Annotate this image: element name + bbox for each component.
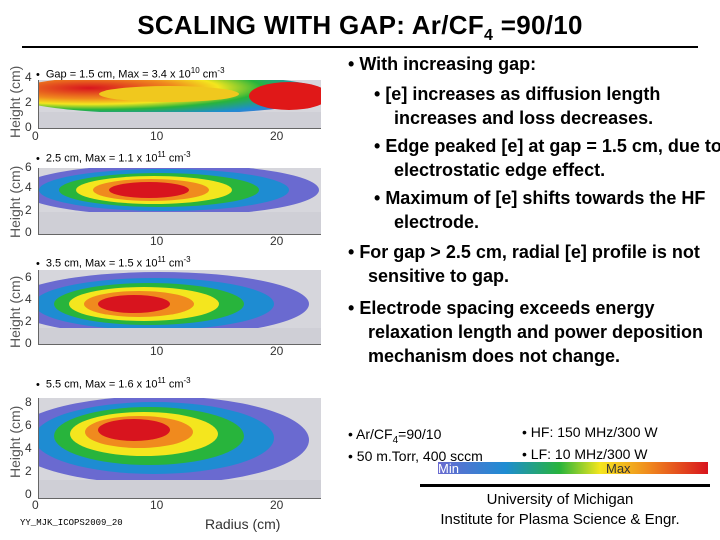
- bullet-l0: • For gap > 2.5 cm, radial [e] profile i…: [348, 242, 700, 286]
- panel2-ytick: 2: [25, 203, 32, 217]
- bullet-l0: • With increasing gap:: [348, 54, 537, 74]
- panel4-ytick: 0: [25, 487, 32, 501]
- panel4-ylabel: Height (cm): [7, 405, 23, 478]
- panel1-ytick: 4: [25, 70, 32, 84]
- panel3-caption: • 3.5 cm, Max = 1.5 x 1011 cm-3: [36, 255, 191, 270]
- panel4-xtick: 0: [32, 498, 39, 512]
- panel3-ylabel: Height (cm): [7, 275, 23, 348]
- panel2-ytick: 6: [25, 160, 32, 174]
- bullet-l0: • Electrode spacing exceeds energy relax…: [348, 298, 704, 366]
- panel3-ytick: 6: [25, 270, 32, 284]
- hf-power: • HF: 150 MHz/300 W: [522, 424, 658, 440]
- university-name: University of Michigan: [486, 491, 634, 508]
- institution-footer: University of Michigan Institute for Pla…: [410, 490, 710, 530]
- panel3-ytick: 4: [25, 292, 32, 306]
- pressure-flow: • 50 m.Torr, 400 sccm: [348, 448, 483, 464]
- panel1-xtick: 20: [270, 129, 284, 143]
- panel2-ylabel: Height (cm): [7, 165, 23, 238]
- colorbar: [438, 462, 708, 474]
- panel1-caption: • Gap = 1.5 cm, Max = 3.4 x 1010 cm-3: [36, 66, 225, 81]
- panel1-ytick: 0: [25, 120, 32, 134]
- panel1-contour-plot: [38, 80, 321, 129]
- panel4-ytick: 6: [25, 418, 32, 432]
- panel3-xtick: 20: [270, 344, 284, 358]
- panel2-xtick: 20: [270, 234, 284, 248]
- colorbar-max-label: Max: [606, 461, 631, 476]
- bullet-l1: • [e] increases as diffusion length incr…: [374, 84, 661, 128]
- panel4-ytick: 2: [25, 464, 32, 478]
- panel3-xtick: 10: [150, 344, 164, 358]
- bullet-l1: • Edge peaked [e] at gap = 1.5 cm, due t…: [374, 136, 720, 180]
- x-axis-label: Radius (cm): [205, 516, 281, 532]
- gas-mixture: • Ar/CF4=90/10: [348, 426, 442, 446]
- panel4-caption: • 5.5 cm, Max = 1.6 x 1011 cm-3: [36, 376, 191, 391]
- colorbar-min-label: Min: [438, 461, 459, 476]
- slide-title: SCALING WITH GAP: Ar/CF4 =90/10: [137, 10, 583, 45]
- panel3-ytick: 2: [25, 314, 32, 328]
- panel1-ytick: 2: [25, 95, 32, 109]
- panel2-caption: • 2.5 cm, Max = 1.1 x 1011 cm-3: [36, 150, 191, 165]
- institute-name: Institute for Plasma Science & Engr.: [440, 511, 680, 528]
- bullet-l1: • Maximum of [e] shifts towards the HF e…: [374, 188, 706, 232]
- panel4-xtick: 10: [150, 498, 164, 512]
- title-underline: [22, 46, 698, 48]
- panel3-contour-plot: [38, 270, 321, 345]
- panel4-xtick: 20: [270, 498, 284, 512]
- panel2-contour-plot: [38, 168, 321, 235]
- panel1-ylabel: Height (cm): [7, 65, 23, 138]
- panel4-contour-plot: [38, 398, 321, 499]
- footer-rule: [420, 484, 710, 487]
- panel2-ytick: 4: [25, 180, 32, 194]
- lf-power: • LF: 10 MHz/300 W: [522, 446, 648, 462]
- panel2-xtick: 10: [150, 234, 164, 248]
- panel4-ytick: 8: [25, 395, 32, 409]
- panel3-ytick: 0: [25, 336, 32, 350]
- panel1-xtick-origin: 0: [32, 129, 39, 143]
- panel4-ytick: 4: [25, 441, 32, 455]
- slide-credit: YY_MJK_ICOPS2009_20: [20, 518, 123, 528]
- panel2-ytick: 0: [25, 225, 32, 239]
- panel1-xtick: 10: [150, 129, 164, 143]
